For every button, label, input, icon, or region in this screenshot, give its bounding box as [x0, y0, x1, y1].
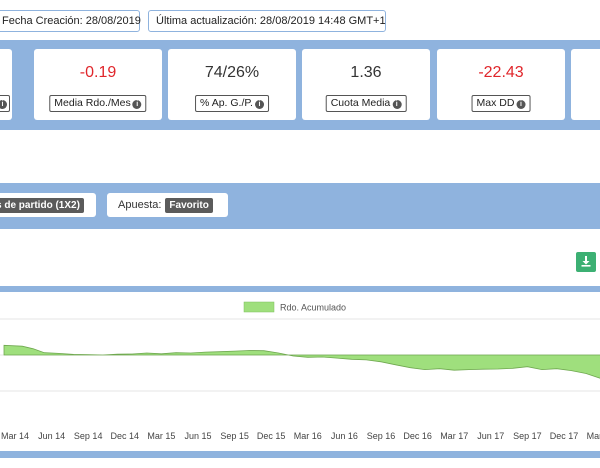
- x-tick-label: Jun 15: [184, 431, 211, 441]
- stat-label-partial: i: [0, 95, 10, 112]
- x-tick-label: Jun 17: [477, 431, 504, 441]
- x-tick-label: Mar 18: [587, 431, 600, 441]
- x-tick-label: Mar 14: [1, 431, 29, 441]
- chart-legend: Rdo. Acumulado: [243, 301, 346, 313]
- bet-filter[interactable]: Apuesta: Favorito: [107, 193, 228, 217]
- stat-card-max-drawdown: -22.43 Max DD i: [437, 49, 565, 120]
- stat-label-text: Max DD: [476, 97, 515, 109]
- chart-top-border: [0, 286, 600, 292]
- x-tick-label: Jun 14: [38, 431, 65, 441]
- info-icon[interactable]: i: [0, 100, 7, 109]
- stat-label: Media Rdo./Mes i: [49, 95, 147, 112]
- stats-band: i -0.19 Media Rdo./Mes i 74/26% % Ap. G./…: [0, 40, 600, 130]
- info-icon[interactable]: i: [254, 100, 264, 109]
- download-button[interactable]: [576, 252, 596, 272]
- stat-value: 1.36: [350, 64, 382, 81]
- x-tick-label: Jun 16: [331, 431, 358, 441]
- market-tag: s de partido (1X2): [0, 198, 84, 213]
- stat-label-text: Cuota Media: [330, 97, 391, 109]
- x-tick-label: Dec 15: [257, 431, 286, 441]
- stat-card-average-odds: 1.36 Cuota Media i: [302, 49, 430, 120]
- stat-card-partial: i: [0, 49, 12, 120]
- x-tick-label: Sep 15: [220, 431, 249, 441]
- stat-value: -22.43: [478, 64, 524, 81]
- stat-label: Max DD i: [471, 95, 531, 112]
- info-icon[interactable]: i: [132, 100, 142, 109]
- x-tick-label: Mar 15: [147, 431, 175, 441]
- creation-date: Fecha Creación: 28/08/2019: [0, 10, 141, 32]
- info-icon[interactable]: i: [392, 100, 402, 109]
- stat-label: % Ap. G./P. i: [195, 95, 269, 112]
- x-tick-label: Dec 17: [550, 431, 579, 441]
- cumulative-result-chart: Rdo. Acumulado Mar 14 Jun 14 Sep 14 Dec 14 M…: [0, 301, 600, 441]
- last-update-date: Última actualización: 28/08/2019 14:48 G…: [148, 10, 386, 32]
- x-tick-label: Sep 17: [513, 431, 542, 441]
- cumulative-area: [3, 344, 600, 379]
- bet-label: Apuesta:: [118, 199, 162, 211]
- x-tick-label: Sep 14: [74, 431, 103, 441]
- stat-card-win-loss: 74/26% % Ap. G./P. i: [168, 49, 296, 120]
- x-tick-label: Dec 14: [111, 431, 140, 441]
- x-tick-label: Dec 16: [403, 431, 432, 441]
- x-axis-ticks: Mar 14 Jun 14 Sep 14 Dec 14 Mar 15 Jun 15 Sep …: [1, 431, 600, 441]
- x-tick-label: Mar 17: [440, 431, 468, 441]
- bet-tag: Favorito: [165, 198, 213, 213]
- legend-swatch: [243, 301, 275, 313]
- market-filter[interactable]: s de partido (1X2): [0, 193, 96, 217]
- legend-label: Rdo. Acumulado: [280, 303, 346, 313]
- stat-label-text: % Ap. G./P.: [200, 97, 253, 109]
- stat-value: 74/26%: [204, 64, 260, 81]
- stat-card-partial-right: [571, 49, 600, 120]
- info-icon[interactable]: i: [516, 100, 526, 109]
- stat-value: -0.19: [79, 64, 117, 81]
- x-tick-label: Mar 16: [294, 431, 322, 441]
- stat-label: Cuota Media i: [325, 95, 407, 112]
- download-icon: [581, 256, 591, 267]
- stat-label-text: Media Rdo./Mes: [54, 97, 131, 109]
- header-strip: Fecha Creación: 28/08/2019 Última actual…: [0, 0, 600, 40]
- chart-bottom-border: [0, 451, 600, 458]
- x-tick-label: Sep 16: [367, 431, 396, 441]
- stat-card-monthly-average: -0.19 Media Rdo./Mes i: [34, 49, 162, 120]
- filter-band: s de partido (1X2) Apuesta: Favorito: [0, 183, 600, 229]
